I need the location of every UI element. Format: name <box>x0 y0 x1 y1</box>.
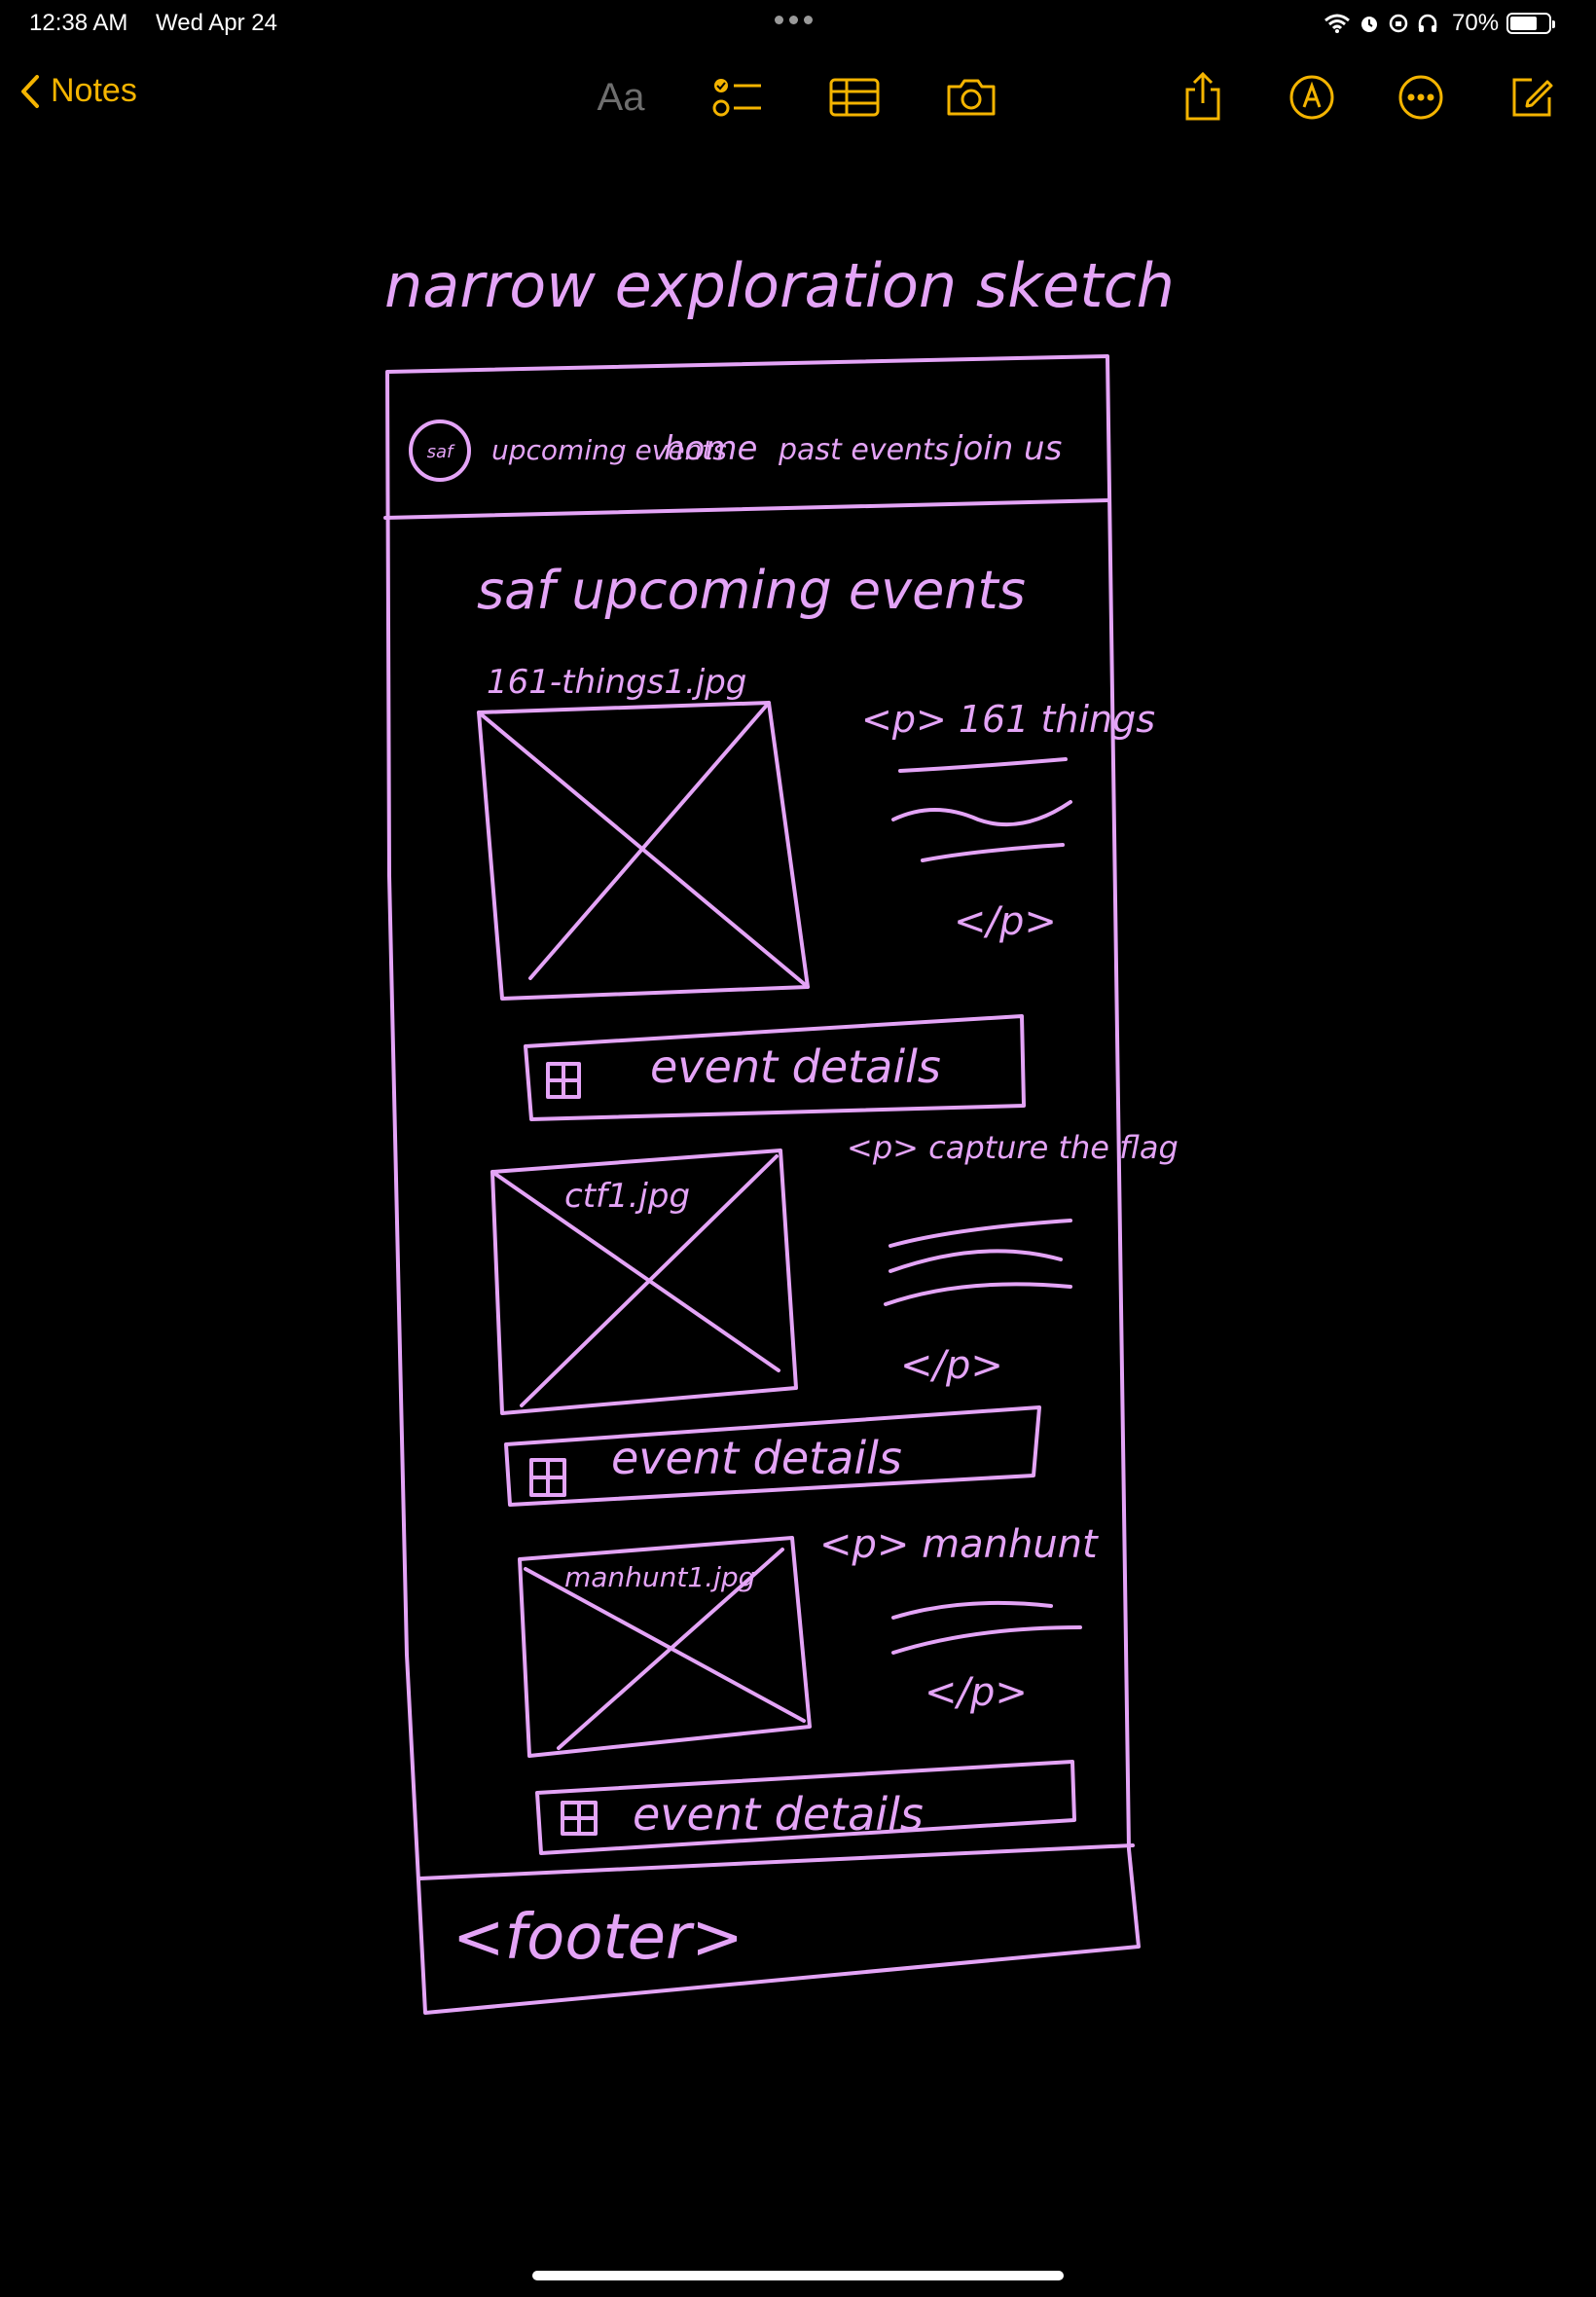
notes-toolbar: Notes Aa <box>0 58 1596 136</box>
event-details-button-2[interactable]: event details <box>611 1432 902 1484</box>
event-description-open-3: <p> manhunt <box>819 1522 1099 1567</box>
more-button[interactable] <box>1394 70 1448 125</box>
battery-icon <box>1506 13 1556 34</box>
event-details-button-outline-3 <box>535 1760 1076 1855</box>
wireframe-outline <box>385 354 1141 2015</box>
event-description-close-1: </p> <box>954 899 1057 944</box>
markup-icon <box>1289 75 1334 120</box>
more-icon <box>1398 75 1443 120</box>
page-heading: saf upcoming events <box>477 560 1026 621</box>
nav-item-past-events[interactable]: past events <box>778 433 949 467</box>
image-label-1: 161-things1.jpg <box>487 663 746 702</box>
event-details-button-outline-1 <box>524 1014 1026 1121</box>
format-label: Aa <box>597 75 645 119</box>
nav-item-join-us[interactable]: join us <box>950 429 1062 468</box>
logo-circle <box>409 419 471 482</box>
camera-icon <box>947 79 996 116</box>
checklist-button[interactable] <box>710 70 765 125</box>
compose-icon <box>1512 78 1553 117</box>
event-description-open-2: <p> capture the flag <box>847 1129 1179 1166</box>
markup-button[interactable] <box>1285 70 1339 125</box>
logo-text: saf <box>427 442 455 462</box>
multitasking-dots[interactable] <box>775 16 813 24</box>
share-icon <box>1185 72 1220 121</box>
compose-button[interactable] <box>1505 70 1559 125</box>
sketch-title: narrow exploration sketch <box>384 250 1175 321</box>
nav-item-home[interactable]: home <box>664 429 757 468</box>
nav-divider <box>383 498 1111 520</box>
footer-label: <footer> <box>453 1902 744 1974</box>
camera-button[interactable] <box>944 70 998 125</box>
image-placeholder-2 <box>490 1148 798 1415</box>
alarm-icon <box>1361 17 1377 32</box>
nav-item-upcoming-events[interactable]: upcoming events <box>491 434 727 466</box>
status-bar: 12:38 AM Wed Apr 24 70% <box>0 0 1596 47</box>
table-button[interactable] <box>827 70 882 125</box>
back-button[interactable]: Notes <box>19 72 137 110</box>
chevron-left-icon <box>21 74 39 108</box>
event-details-button-outline-2 <box>504 1405 1041 1507</box>
wifi-icon <box>1324 14 1350 33</box>
image-label-3: manhunt1.jpg <box>564 1561 755 1593</box>
event-description-open-1: <p> 161 things <box>861 698 1155 741</box>
image-label-2: ctf1.jpg <box>564 1177 690 1216</box>
event-details-button-3[interactable]: event details <box>633 1788 924 1841</box>
image-placeholder-3 <box>518 1536 812 1758</box>
orientation-lock-icon <box>1389 14 1408 33</box>
status-date: Wed Apr 24 <box>156 10 277 36</box>
back-label: Notes <box>51 72 137 109</box>
headphones-icon <box>1418 14 1437 32</box>
event-description-close-3: </p> <box>925 1670 1028 1715</box>
status-icons: 70% <box>1324 8 1556 39</box>
status-time: 12:38 AM <box>29 10 128 36</box>
battery-percent: 70% <box>1452 10 1500 36</box>
checklist-icon <box>712 79 761 117</box>
share-button[interactable] <box>1176 70 1230 125</box>
home-indicator[interactable] <box>532 2271 1064 2280</box>
table-icon <box>829 78 880 117</box>
footer-divider <box>418 1843 1135 1880</box>
event-details-button-1[interactable]: event details <box>650 1040 941 1093</box>
event-description-close-2: </p> <box>900 1343 1003 1388</box>
format-button[interactable]: Aa <box>594 70 648 125</box>
